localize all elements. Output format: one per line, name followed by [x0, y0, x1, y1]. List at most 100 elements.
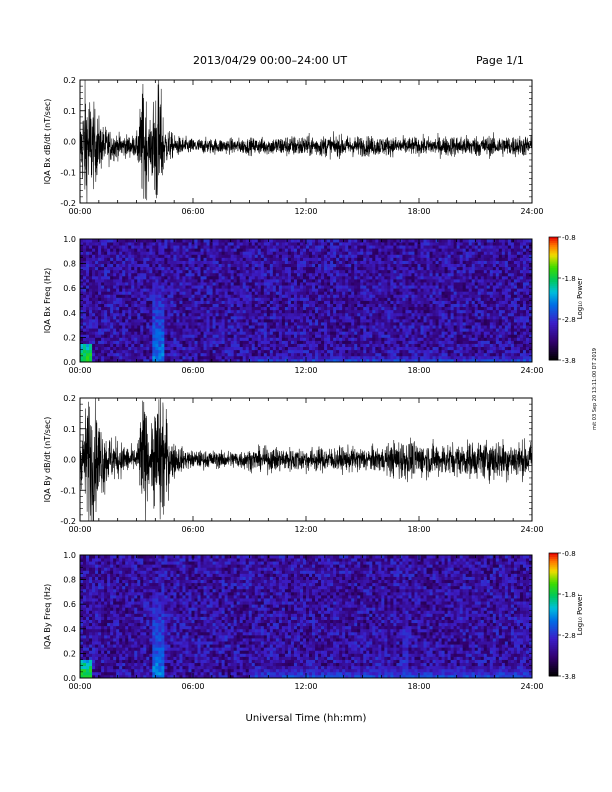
spectrogram-cell	[164, 300, 168, 304]
spectrogram-cell	[299, 331, 304, 335]
spectrogram-cell	[233, 346, 238, 351]
spectrogram-cell	[191, 318, 195, 323]
spectrogram-cell	[161, 288, 165, 292]
spectrogram-cell	[80, 300, 84, 304]
spectrogram-cell	[381, 239, 385, 243]
spectrogram-cell	[155, 352, 159, 357]
spectrogram-cell	[348, 334, 352, 338]
spectrogram-cell	[116, 300, 120, 304]
spectrogram-cell	[230, 325, 235, 329]
spectrogram-cell	[324, 278, 328, 283]
spectrogram-cell	[236, 285, 241, 289]
spectrogram-cell	[215, 325, 220, 329]
spectrogram-cell	[119, 294, 123, 298]
spectrogram-cell	[137, 269, 141, 274]
spectrogram-cell	[185, 300, 189, 304]
spectrogram-cell	[357, 334, 361, 338]
spectrogram-cell	[146, 318, 150, 323]
spectrogram-cell	[146, 291, 150, 295]
spectrogram-cell	[378, 343, 382, 348]
spectrogram-cell	[128, 337, 132, 341]
spectrogram-cell	[330, 303, 334, 308]
spectrogram-cell	[197, 282, 201, 286]
spectrogram-cell	[200, 312, 204, 317]
spectrogram-cell	[104, 355, 108, 360]
spectrogram-cell	[281, 278, 286, 283]
spectrogram-cell	[101, 352, 105, 357]
spectrogram-cell	[221, 358, 226, 363]
spectrogram-cell	[363, 297, 367, 301]
spectrogram-cell	[336, 291, 340, 295]
spectrogram-cell	[293, 315, 298, 320]
spectrogram-cell	[212, 309, 216, 314]
spectrogram-cell	[441, 331, 446, 335]
spectrogram-cell	[393, 325, 397, 329]
spectrogram-cell	[369, 272, 373, 277]
spectrogram-cell	[287, 340, 292, 344]
spectrogram-cell	[384, 239, 388, 243]
spectrogram-cell	[405, 346, 409, 351]
spectrogram-cell	[411, 260, 415, 264]
spectrogram-cell	[236, 337, 241, 341]
spectrogram-cell	[420, 349, 424, 354]
spectrogram-cell	[299, 239, 304, 243]
spectrogram-cell	[275, 334, 280, 338]
spectrogram-cell	[348, 260, 352, 264]
spectrogram-cell	[299, 343, 304, 348]
spectrogram-cell	[399, 254, 403, 258]
spectrogram-cell	[351, 294, 355, 298]
spectrogram-cell	[438, 248, 442, 252]
spectrogram-cell	[438, 343, 442, 348]
spectrogram-cell	[200, 334, 204, 338]
spectrogram-cell	[200, 315, 204, 320]
spectrogram-cell	[290, 285, 295, 289]
spectrogram-cell	[360, 254, 364, 258]
spectrogram-cell	[242, 269, 247, 274]
spectrogram-cell	[315, 278, 319, 283]
spectrogram-cell	[420, 239, 424, 243]
spectrogram-cell	[137, 297, 141, 301]
spectrogram-cell	[140, 257, 144, 261]
spectrogram-cell	[272, 263, 277, 268]
spectrogram-cell	[444, 297, 449, 301]
spectrogram-cell	[194, 303, 198, 308]
spectrogram-cell	[155, 294, 159, 298]
spectrogram-cell	[149, 346, 153, 351]
spectrogram-cell	[239, 340, 244, 344]
spectrogram-cell	[321, 260, 325, 264]
spectrogram-cell	[137, 257, 141, 261]
spectrogram-cell	[167, 331, 171, 335]
spectrogram-cell	[194, 355, 198, 360]
spectrogram-cell	[299, 352, 304, 357]
spectrogram-cell	[390, 328, 394, 332]
spectrogram-cell	[104, 291, 108, 295]
spectrogram-cell	[182, 285, 186, 289]
spectrogram-cell	[188, 300, 192, 304]
spectrogram-cell	[218, 285, 223, 289]
spectrogram-cell	[230, 269, 235, 274]
spectrogram-cell	[200, 309, 204, 314]
spectrogram-cell	[402, 251, 406, 255]
spectrogram-cell	[426, 303, 430, 308]
spectrogram-cell	[384, 300, 388, 304]
spectrogram-cell	[402, 325, 406, 329]
spectrogram-cell	[293, 325, 298, 329]
spectrogram-cell	[339, 263, 343, 268]
spectrogram-cell	[306, 337, 310, 341]
spectrogram-cell	[296, 291, 301, 295]
spectrogram-cell	[221, 245, 226, 249]
spectrogram-cell	[263, 309, 268, 314]
spectrogram-cell	[333, 325, 337, 329]
spectrogram-cell	[188, 340, 192, 344]
spectrogram-cell	[152, 312, 156, 317]
spectrogram-cell	[83, 245, 87, 249]
spectrogram-cell	[143, 297, 147, 301]
spectrogram-cell	[116, 312, 120, 317]
spectrogram-cell	[98, 272, 102, 277]
spectrogram-cell	[110, 257, 114, 261]
spectrogram-cell	[444, 242, 449, 246]
spectrogram-cell	[164, 303, 168, 308]
spectrogram-cell	[444, 282, 449, 286]
spectrogram-cell	[375, 278, 379, 283]
spectrogram-cell	[104, 340, 108, 344]
